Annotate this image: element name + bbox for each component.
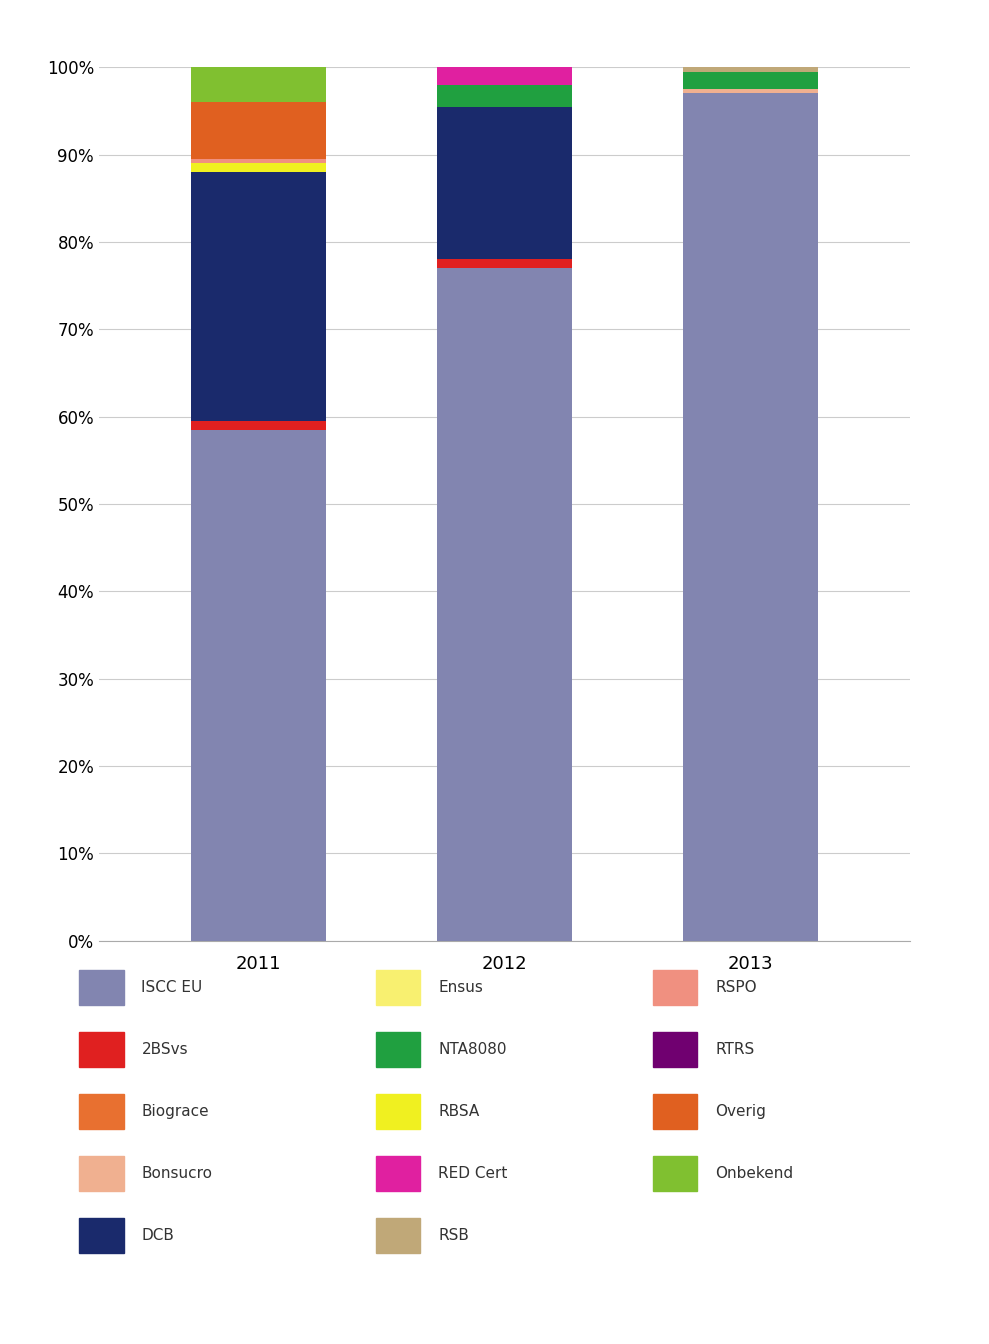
Text: NTA8080: NTA8080	[438, 1042, 506, 1058]
Bar	[437, 67, 572, 85]
Bar	[191, 430, 326, 941]
Bar	[437, 269, 572, 941]
Text: RSB: RSB	[438, 1227, 469, 1243]
Text: Bonsucro: Bonsucro	[141, 1165, 213, 1181]
Text: RED Cert: RED Cert	[438, 1165, 507, 1181]
Text: RSPO: RSPO	[715, 980, 757, 996]
Bar	[437, 259, 572, 269]
Bar	[682, 67, 818, 71]
Text: Overig: Overig	[715, 1103, 765, 1120]
Bar	[191, 102, 326, 159]
Bar	[191, 159, 326, 164]
Text: RBSA: RBSA	[438, 1103, 480, 1120]
Text: DCB: DCB	[141, 1227, 174, 1243]
Bar	[191, 164, 326, 172]
Text: Onbekend: Onbekend	[715, 1165, 793, 1181]
Text: Ensus: Ensus	[438, 980, 483, 996]
Bar	[437, 106, 572, 259]
Bar	[682, 71, 818, 89]
Bar	[437, 85, 572, 106]
Bar	[682, 89, 818, 94]
Bar	[191, 67, 326, 102]
Text: 2BSvs: 2BSvs	[141, 1042, 188, 1058]
Bar	[191, 172, 326, 421]
Text: Biograce: Biograce	[141, 1103, 209, 1120]
Text: RTRS: RTRS	[715, 1042, 755, 1058]
Bar	[682, 94, 818, 941]
Text: ISCC EU: ISCC EU	[141, 980, 203, 996]
Bar	[191, 421, 326, 430]
